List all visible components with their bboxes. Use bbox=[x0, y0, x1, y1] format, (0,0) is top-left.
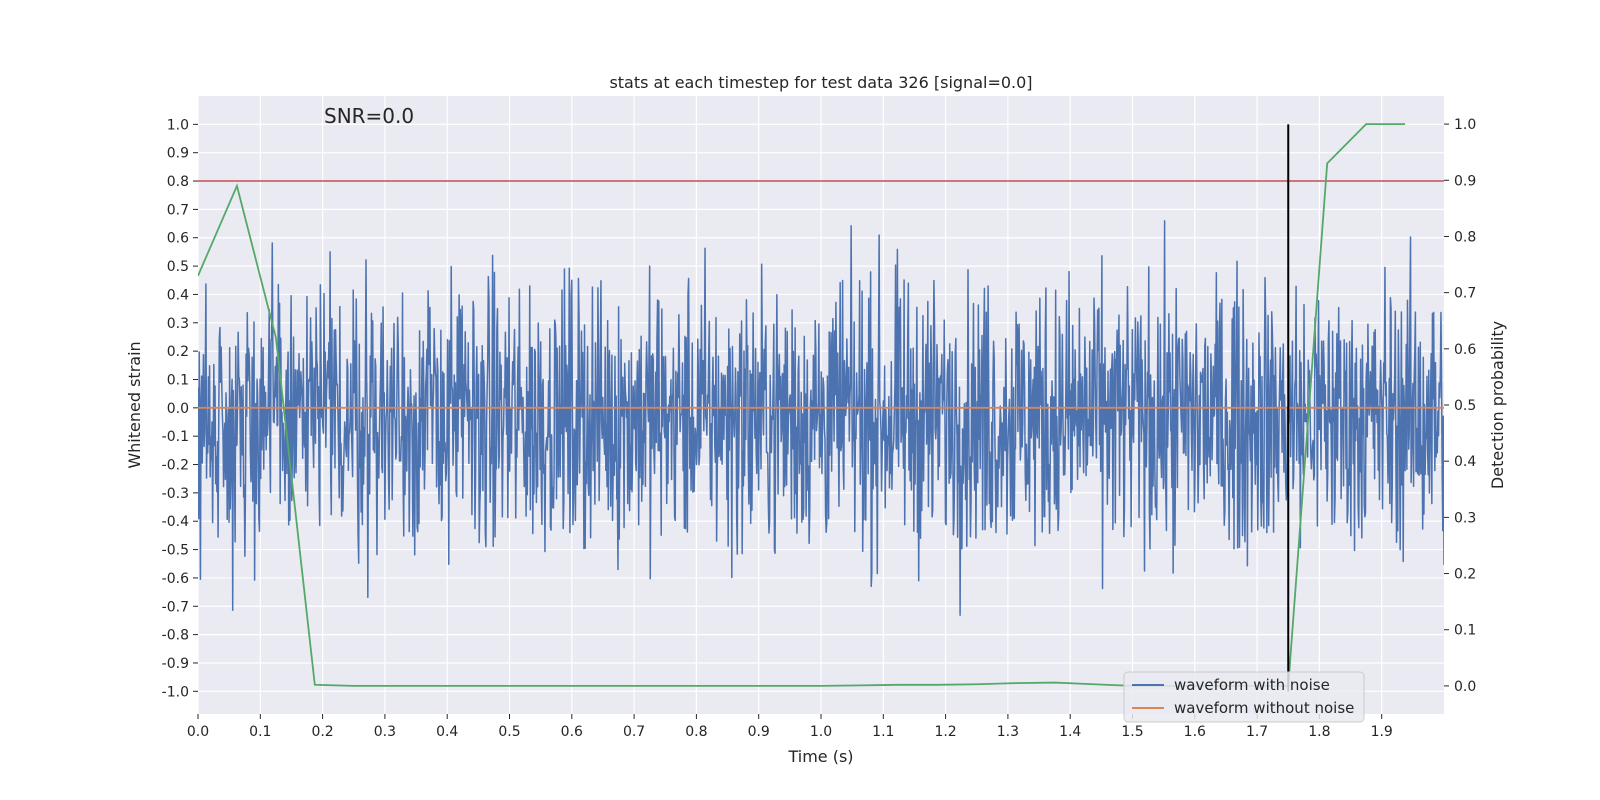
y-tick-label: 0.6 bbox=[167, 231, 189, 247]
y2-tick-label: 0.0 bbox=[1454, 679, 1476, 695]
y-tick-label: -0.6 bbox=[162, 571, 189, 587]
x-tick-label: 1.6 bbox=[1184, 724, 1206, 740]
y-tick-label: -0.7 bbox=[162, 599, 189, 615]
x-tick-label: 0.9 bbox=[748, 724, 770, 740]
y-tick-label: -0.2 bbox=[162, 458, 189, 474]
x-tick-label: 0.2 bbox=[311, 724, 333, 740]
x-tick-label: 0.7 bbox=[623, 724, 645, 740]
y-tick-label: -0.3 bbox=[162, 486, 189, 502]
y-tick-label: -0.8 bbox=[162, 628, 189, 644]
x-tick-label: 1.3 bbox=[997, 724, 1019, 740]
y-tick-label: -0.9 bbox=[162, 656, 189, 672]
y-tick-label: -0.4 bbox=[162, 514, 189, 530]
y2-tick-label: 0.8 bbox=[1454, 229, 1476, 245]
y-tick-label: 1.0 bbox=[167, 117, 189, 133]
x-tick-label: 1.7 bbox=[1246, 724, 1268, 740]
y-tick-label: 0.0 bbox=[167, 401, 189, 417]
x-tick-label: 0.8 bbox=[685, 724, 707, 740]
y-tick-label: 0.8 bbox=[167, 174, 189, 190]
x-tick-label: 1.8 bbox=[1308, 724, 1330, 740]
legend-box bbox=[1123, 671, 1365, 723]
x-tick-label: 1.2 bbox=[934, 724, 956, 740]
x-axis-label: Time (s) bbox=[787, 747, 853, 766]
chart-title: stats at each timestep for test data 326… bbox=[609, 73, 1032, 92]
y-axis-label: Whitened strain bbox=[125, 341, 144, 468]
y-tick-label: -0.1 bbox=[162, 429, 189, 445]
legend-label-clean: waveform without noise bbox=[1174, 699, 1354, 717]
x-tick-label: 1.1 bbox=[872, 724, 894, 740]
x-tick-label: 0.4 bbox=[436, 724, 458, 740]
snr-annotation: SNR=0.0 bbox=[324, 104, 414, 128]
y2-tick-label: 0.7 bbox=[1454, 286, 1476, 302]
x-tick-label: 1.5 bbox=[1121, 724, 1143, 740]
y2-tick-label: 0.6 bbox=[1454, 342, 1476, 358]
y-tick-label: 0.2 bbox=[167, 344, 189, 360]
y-tick-label: -1.0 bbox=[162, 684, 189, 700]
y2-tick-label: 0.3 bbox=[1454, 510, 1476, 526]
x-tick-label: 1.9 bbox=[1371, 724, 1393, 740]
y2-axis-label: Detection probability bbox=[1488, 321, 1507, 489]
y-tick-label: 0.3 bbox=[167, 316, 189, 332]
y2-tick-label: 0.4 bbox=[1454, 454, 1476, 470]
x-tick-label: 0.0 bbox=[187, 724, 209, 740]
y2-tick-label: 0.2 bbox=[1454, 567, 1476, 583]
series-waveform-with-noise bbox=[198, 220, 1444, 616]
x-tick-label: 0.3 bbox=[374, 724, 396, 740]
y2-tick-label: 1.0 bbox=[1454, 117, 1476, 133]
x-tick-label: 1.0 bbox=[810, 724, 832, 740]
x-tick-label: 0.1 bbox=[249, 724, 271, 740]
x-tick-label: 0.6 bbox=[561, 724, 583, 740]
y-tick-label: 0.5 bbox=[167, 259, 189, 275]
y-tick-label: 0.1 bbox=[167, 372, 189, 388]
y-tick-label: 0.4 bbox=[167, 287, 189, 303]
y-tick-label: 0.9 bbox=[167, 146, 189, 162]
legend-label-noise: waveform with noise bbox=[1174, 676, 1330, 694]
legend: waveform with noise waveform without noi… bbox=[1123, 671, 1365, 723]
x-tick-label: 1.4 bbox=[1059, 724, 1081, 740]
y2-tick-label: 0.5 bbox=[1454, 398, 1476, 414]
x-tick-label: 0.5 bbox=[498, 724, 520, 740]
y-tick-label: -0.5 bbox=[162, 543, 189, 559]
ticks: 0.0 0.1 0.2 0.3 0.4 0.5 0.6 0.7 0.8 0.9 1.0 1.1 1.2 1… bbox=[162, 117, 1477, 740]
y2-tick-label: 0.1 bbox=[1454, 623, 1476, 639]
y2-tick-label: 0.9 bbox=[1454, 173, 1476, 189]
y-tick-label: 0.7 bbox=[167, 202, 189, 218]
